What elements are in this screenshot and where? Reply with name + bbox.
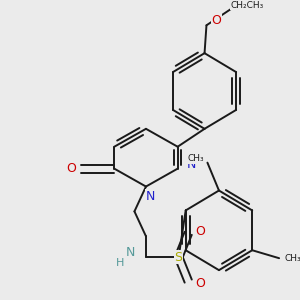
Text: CH₃: CH₃ — [284, 254, 300, 263]
Text: O: O — [66, 162, 76, 175]
Text: N: N — [126, 246, 135, 259]
Text: CH₃: CH₃ — [188, 154, 204, 163]
Text: O: O — [211, 14, 221, 27]
Text: CH₂CH₃: CH₂CH₃ — [230, 1, 263, 10]
Text: N: N — [146, 190, 155, 203]
Text: N: N — [186, 158, 196, 171]
Text: O: O — [195, 225, 205, 238]
Text: H: H — [116, 258, 124, 268]
Text: S: S — [175, 251, 183, 264]
Text: O: O — [195, 277, 205, 290]
